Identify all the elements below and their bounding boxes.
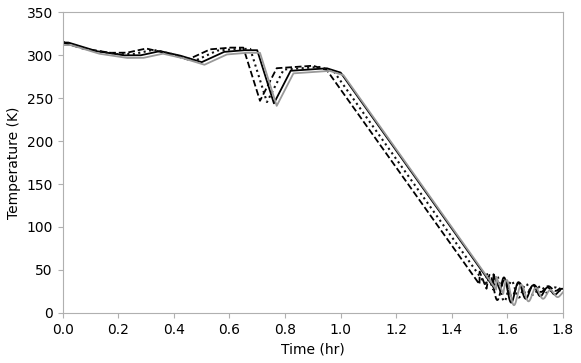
Y-axis label: Temperature (K): Temperature (K) [7, 106, 21, 219]
X-axis label: Time (hr): Time (hr) [281, 342, 345, 356]
